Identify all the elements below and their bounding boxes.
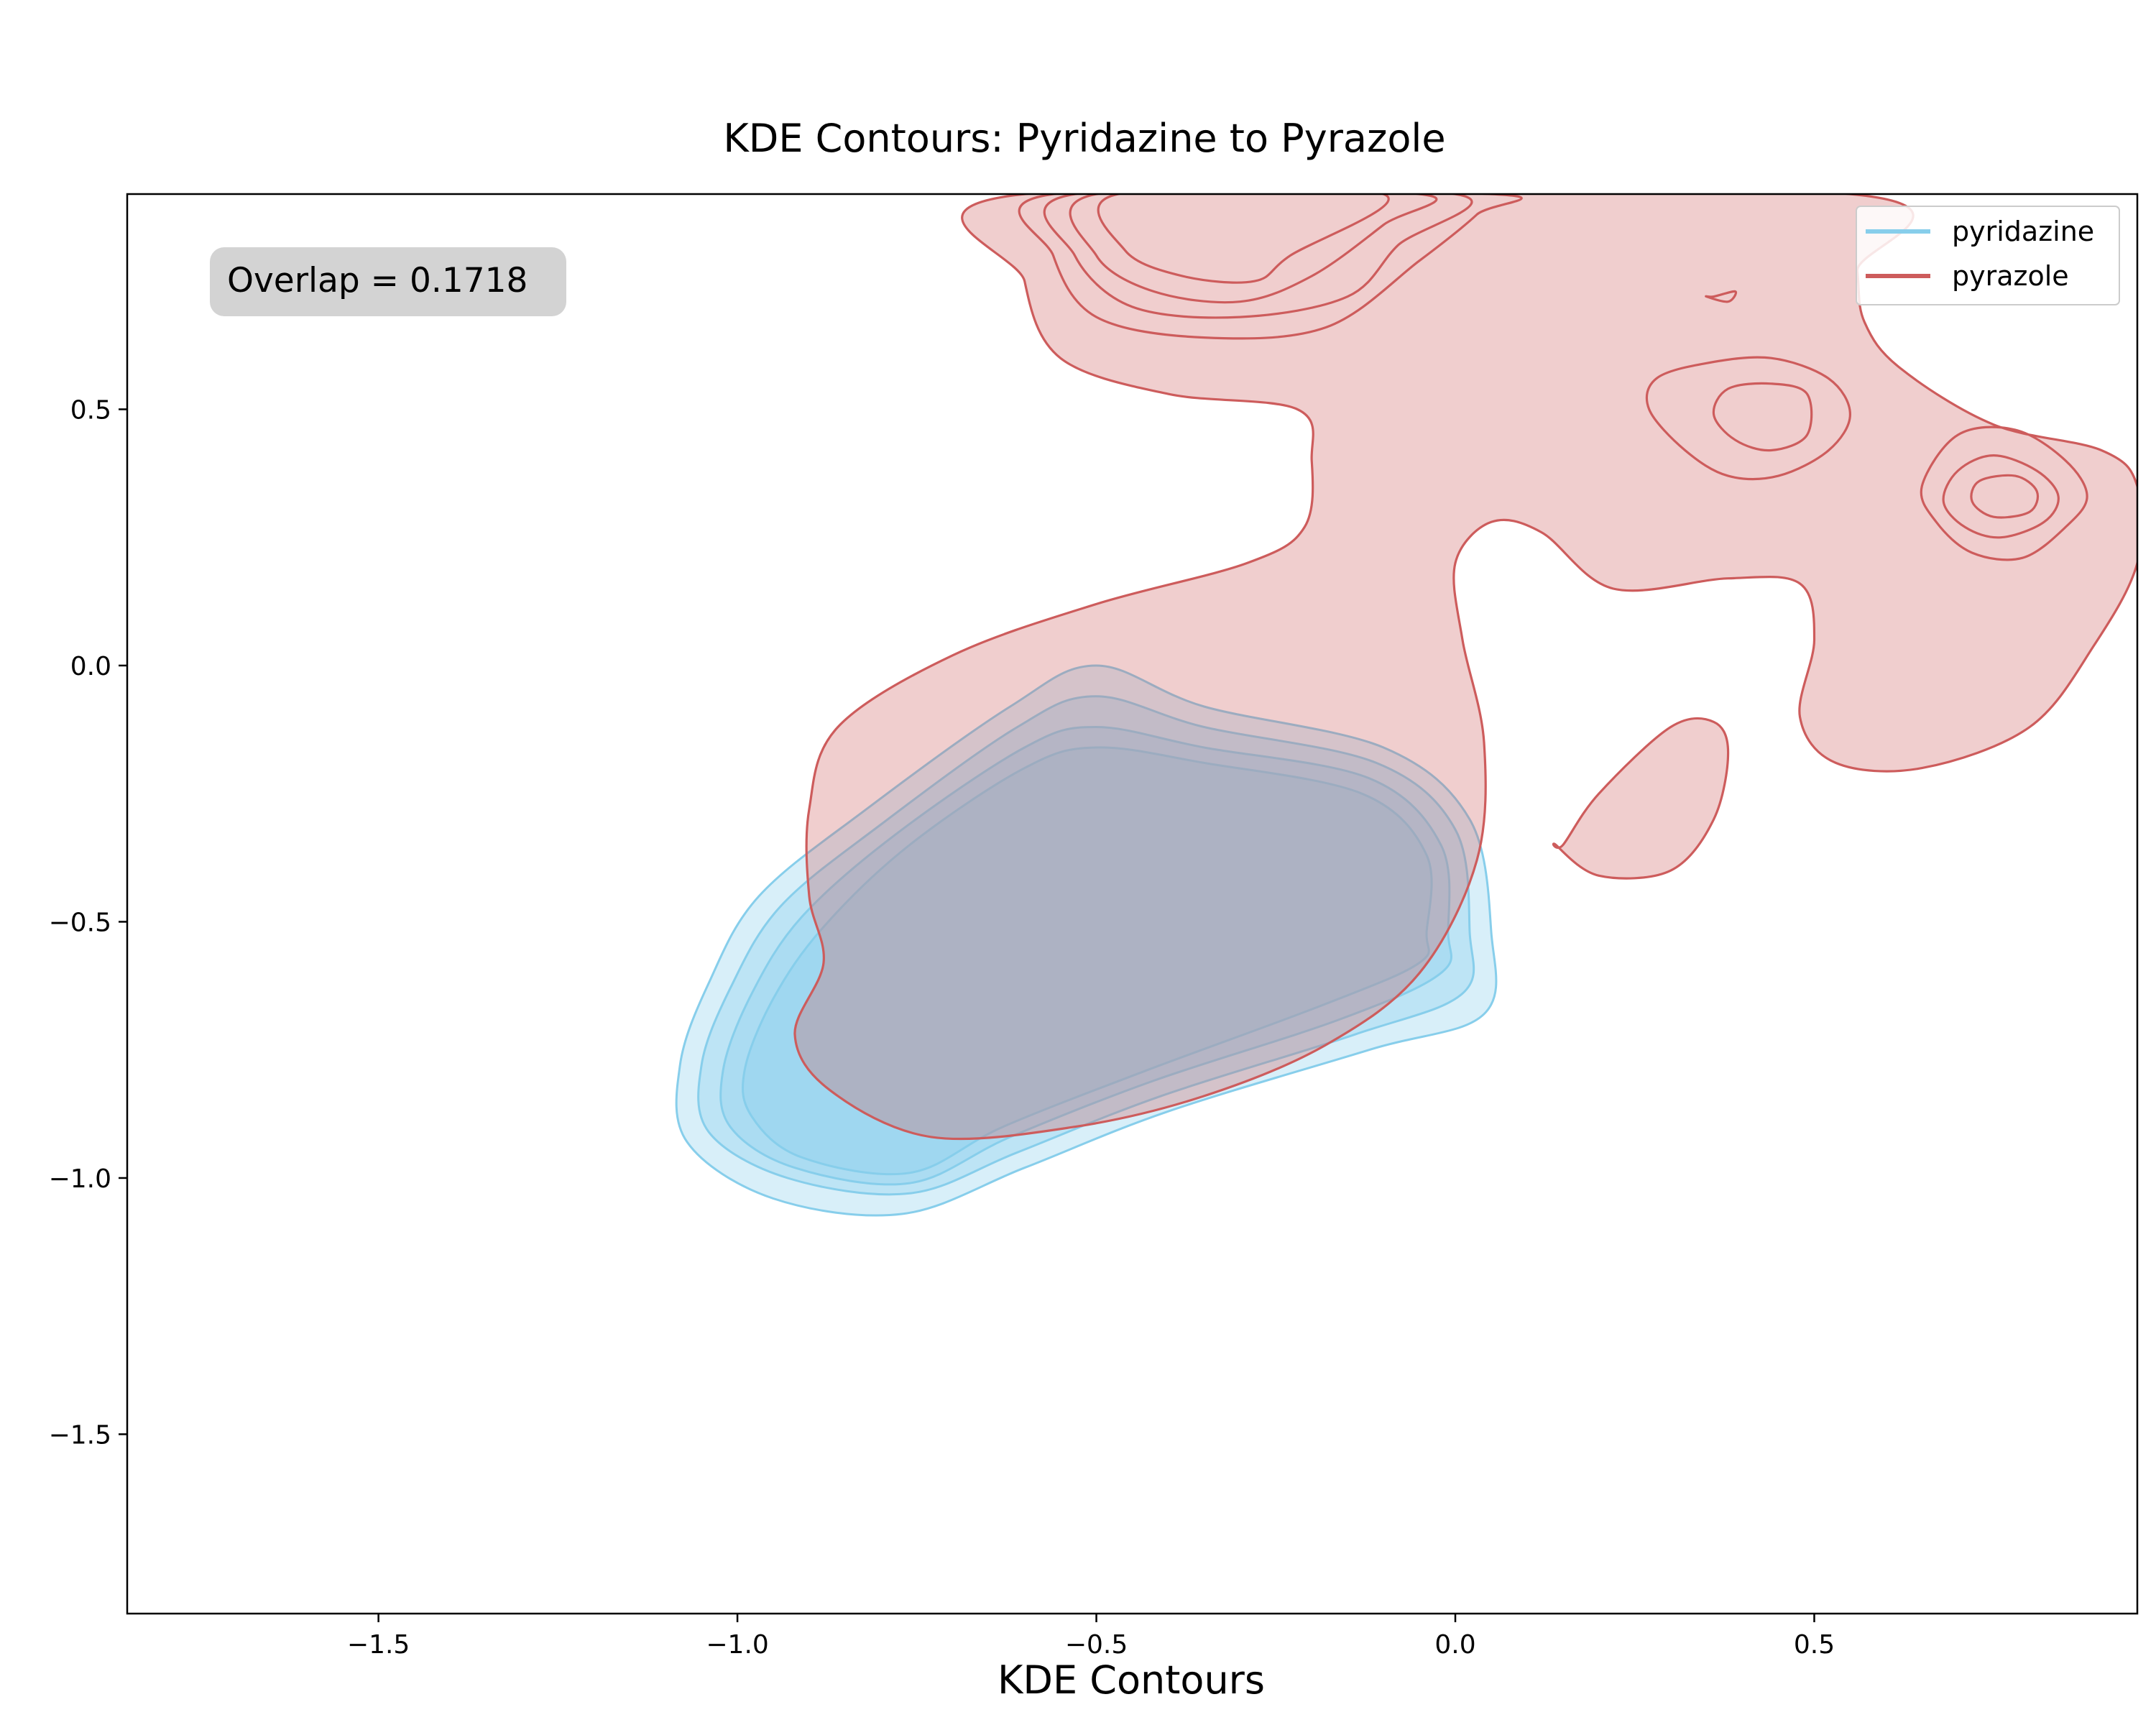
pyrazole-contour-level-11 [1705, 290, 1737, 303]
x-tick-label: −0.5 [1065, 1630, 1128, 1660]
pyrazole-contour-level-10 [1970, 474, 2040, 519]
y-tick-label: −0.5 [49, 908, 111, 937]
x-tick-label: 0.0 [1434, 1630, 1475, 1660]
pyridazine-contour-level-0 [675, 664, 1498, 1217]
x-tick-label: 0.5 [1794, 1630, 1835, 1660]
pyridazine-contour-level-2 [719, 726, 1452, 1186]
overlap-annotation: Overlap = 0.1718 [210, 247, 566, 316]
annotation-text: Overlap = 0.1718 [227, 261, 528, 300]
legend: pyridazine pyrazole [1856, 206, 2120, 305]
pyrazole-contour-level-1 [1552, 717, 1730, 880]
contour-layer [675, 194, 2137, 1217]
legend-label-pyridazine: pyridazine [1952, 216, 2094, 247]
pyrazole-contour-level-0 [793, 194, 2137, 1141]
y-tick-label: −1.0 [49, 1164, 111, 1194]
pyridazine-contours [675, 664, 1498, 1217]
annotation-box [210, 247, 566, 316]
pyrazole-contours [793, 194, 2137, 1141]
y-axis: 0.5 0.0 −0.5 −1.0 −1.5 [49, 395, 127, 1450]
x-tick-label: −1.0 [706, 1630, 768, 1660]
chart-title: KDE Contours: Pyridazine to Pyrazole [723, 116, 1445, 161]
pyrazole-contour-level-7 [1712, 382, 1813, 452]
plot-frame [126, 193, 2139, 1615]
x-tick-label: −1.5 [347, 1630, 410, 1660]
pyrazole-contour-level-8 [1920, 426, 2088, 561]
pyridazine-contour-level-3 [741, 746, 1433, 1176]
legend-label-pyrazole: pyrazole [1952, 260, 2069, 292]
pyrazole-contour-level-6 [1645, 356, 1851, 481]
x-axis: −1.5 −1.0 −0.5 0.0 0.5 [347, 1614, 1835, 1660]
pyrazole-contour-level-2 [1018, 194, 1523, 340]
pyrazole-contour-level-9 [1942, 454, 2060, 539]
pyrazole-contour-level-3 [1043, 194, 1473, 319]
pyrazole-contour-level-5 [1097, 194, 1390, 284]
x-axis-label: KDE Contours [998, 1657, 1265, 1703]
y-tick-label: 0.5 [70, 395, 111, 425]
pyrazole-contour-level-4 [1069, 194, 1438, 304]
y-tick-label: 0.0 [70, 652, 111, 681]
y-tick-label: −1.5 [49, 1420, 111, 1450]
pyridazine-contour-level-1 [697, 695, 1475, 1196]
